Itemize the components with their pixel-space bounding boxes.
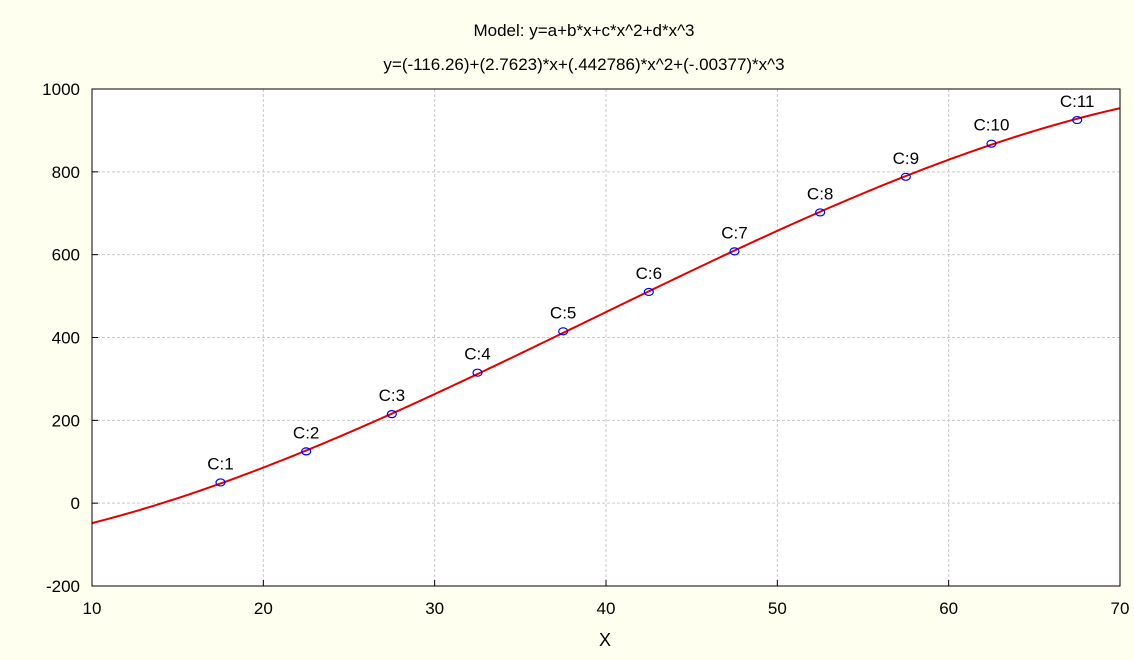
x-tick-label: 20: [254, 599, 273, 618]
y-tick-label: 1000: [42, 80, 80, 99]
x-tick-label: 60: [939, 599, 958, 618]
x-tick-label: 70: [1111, 599, 1130, 618]
data-point-marker: [815, 208, 826, 217]
y-tick-label: 400: [52, 329, 80, 348]
data-point-marker: [472, 368, 483, 377]
chart-title: Model: y=a+b*x+c*x^2+d*x^3: [473, 21, 694, 40]
data-point-label: C:4: [464, 345, 490, 364]
data-point-label: C:10: [974, 116, 1010, 135]
plot-frame: [91, 88, 1121, 587]
data-points: C:1 C:2 C:3 C:4 C:5 C:6 C:7 C:8 C:9 C:10 C:11: [207, 92, 1095, 487]
data-point-label: C:7: [721, 223, 747, 242]
data-point-marker: [986, 139, 997, 148]
data-point-marker: [729, 247, 740, 256]
x-tick-label: 30: [425, 599, 444, 618]
x-axis-label: X: [599, 630, 611, 650]
data-point-label: C:5: [550, 303, 576, 322]
data-point-marker: [643, 287, 654, 297]
data-point-marker: [1072, 115, 1083, 125]
data-point-label: C:11: [1060, 92, 1095, 111]
x-tick-label: 50: [768, 599, 787, 618]
data-point-label: C:1: [207, 454, 233, 473]
data-point-label: C:6: [636, 264, 662, 283]
fit-curve-group: [91, 107, 1121, 525]
x-tick-label: 40: [597, 599, 616, 618]
data-point-marker: [215, 478, 226, 487]
y-tick-label: 200: [52, 411, 80, 430]
data-point-marker: [900, 172, 911, 181]
data-point-label: C:9: [893, 149, 919, 168]
data-point-marker: [558, 327, 569, 336]
fit-curve: [91, 107, 1121, 525]
data-point-label: C:2: [293, 423, 319, 442]
chart-subtitle: y=(-116.26)+(2.7623)*x+(.442786)*x^2+(-.…: [383, 55, 784, 74]
y-tick-label: 800: [52, 163, 80, 182]
data-point-label: C:3: [379, 386, 405, 405]
grid: [92, 89, 1120, 586]
y-tick-label: 0: [71, 494, 80, 513]
x-tick-label: 10: [83, 599, 102, 618]
axis-ticks: 10 20 30 40 50 60 70 -200 0 200 400 600 800 1000: [42, 80, 1129, 618]
data-point-marker: [301, 447, 312, 456]
y-tick-label: 600: [52, 246, 80, 265]
data-point-label: C:8: [807, 184, 833, 203]
data-point-marker: [386, 410, 397, 419]
y-tick-label: -200: [46, 577, 80, 596]
